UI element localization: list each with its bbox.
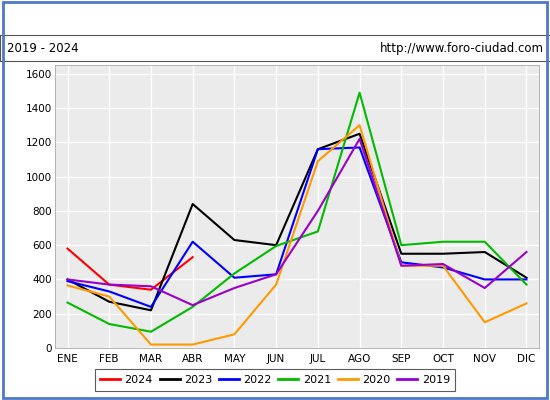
Legend: 2024, 2023, 2022, 2021, 2020, 2019: 2024, 2023, 2022, 2021, 2020, 2019	[95, 370, 455, 390]
Text: Evolucion Nº Turistas Nacionales en el municipio de Castrejón de la Peña: Evolucion Nº Turistas Nacionales en el m…	[32, 11, 518, 24]
Text: http://www.foro-ciudad.com: http://www.foro-ciudad.com	[379, 42, 543, 55]
Text: 2019 - 2024: 2019 - 2024	[7, 42, 78, 55]
